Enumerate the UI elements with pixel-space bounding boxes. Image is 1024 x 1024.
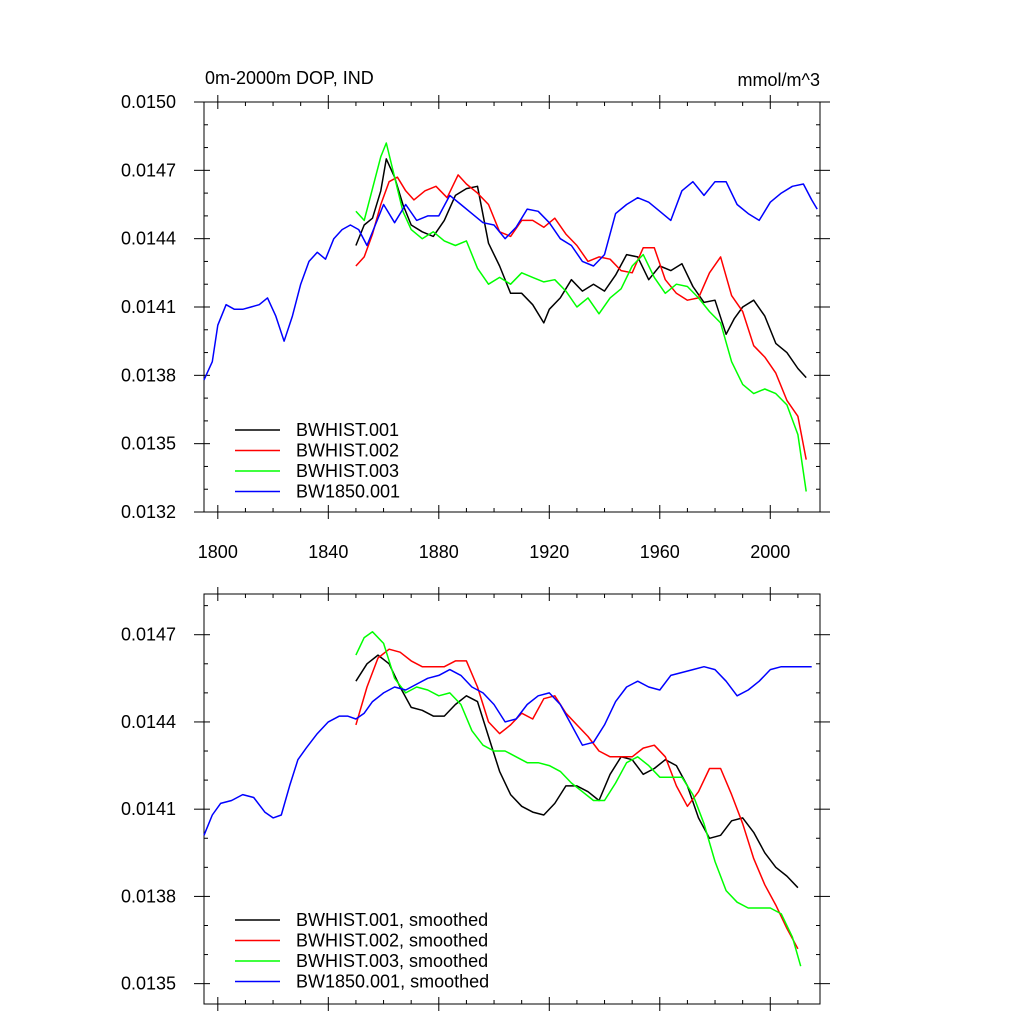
- chart-units: mmol/m^3: [738, 70, 820, 90]
- y-tick-label: 0.0147: [121, 625, 176, 645]
- series-lines: [203, 142, 818, 492]
- series-line-bwhist-001: [355, 158, 807, 379]
- series-lines: [203, 631, 812, 967]
- y-tick-label: 0.0147: [121, 160, 176, 180]
- legend-label: BWHIST.003: [296, 461, 399, 481]
- y-tick-label: 0.0144: [121, 712, 176, 732]
- x-tick-label: 1920: [529, 542, 569, 562]
- y-tick-label: 0.0135: [121, 974, 176, 994]
- x-axis: [217, 587, 799, 1011]
- legend-label: BWHIST.001: [296, 420, 399, 440]
- y-tick-label: 0.0132: [121, 502, 176, 522]
- y-tick-label: 0.0135: [121, 434, 176, 454]
- y-tick-label: 0.0141: [121, 799, 176, 819]
- chart-title: 0m-2000m DOP, IND: [205, 68, 374, 88]
- legend-label: BWHIST.002, smoothed: [296, 931, 488, 951]
- legend-label: BWHIST.003, smoothed: [296, 951, 488, 971]
- y-axis: 0.0132 0.0135 0.0138 0.0141 0.0144 0.0147 0.01…: [121, 92, 830, 522]
- plot-frame: [203, 593, 821, 1005]
- y-tick-label: 0.0141: [121, 297, 176, 317]
- y-tick-label: 0.0138: [121, 365, 176, 385]
- series-line-bw1850-001: [203, 180, 818, 381]
- series-line-bwhist-003-smoothed: [355, 631, 802, 967]
- y-axis: 0.0135 0.0138 0.0141 0.0144 0.0147: [121, 605, 830, 994]
- top-panel: 0m-2000m DOP, IND mmol/m^3 1800 1840 1880 1…: [121, 68, 830, 562]
- y-tick-label: 0.0150: [121, 92, 176, 112]
- x-axis: 1800 1840 1880 1920 1960 2000: [198, 95, 799, 562]
- x-tick-label: 2000: [750, 542, 790, 562]
- series-line-bwhist-002: [355, 174, 807, 460]
- legend-label: BWHIST.002: [296, 441, 399, 461]
- legend-label: BW1850.001: [296, 482, 400, 502]
- legend-label: BW1850.001, smoothed: [296, 972, 489, 992]
- x-tick-label: 1800: [198, 542, 238, 562]
- x-tick-label: 1880: [419, 542, 459, 562]
- series-line-bwhist-003: [355, 142, 807, 492]
- legend-label: BWHIST.001, smoothed: [296, 910, 488, 930]
- series-line-bwhist-001-smoothed: [355, 654, 799, 889]
- y-tick-label: 0.0138: [121, 886, 176, 906]
- series-line-bwhist-002-smoothed: [355, 648, 799, 950]
- series-line-bw1850-001-smoothed: [203, 665, 812, 836]
- bottom-panel: 0.0135 0.0138 0.0141 0.0144 0.0147 BWHIST.00…: [121, 587, 830, 1011]
- x-tick-label: 1960: [640, 542, 680, 562]
- x-tick-label: 1840: [308, 542, 348, 562]
- y-tick-label: 0.0144: [121, 229, 176, 249]
